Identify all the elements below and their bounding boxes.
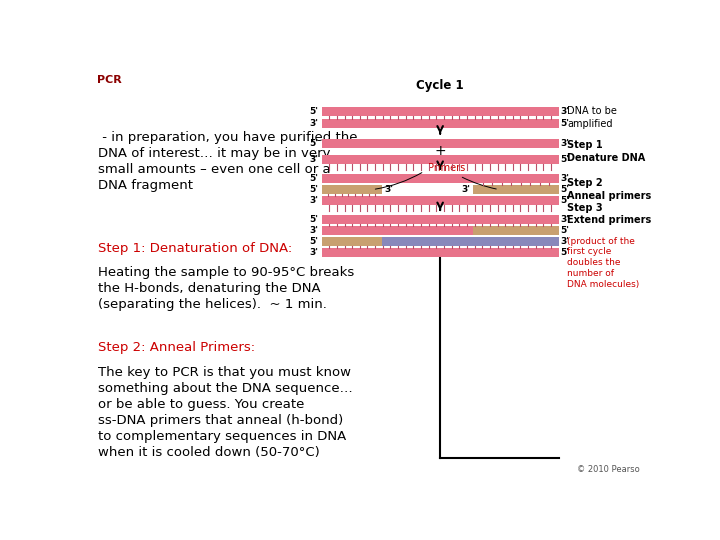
Text: Step 2: Anneal Primers:: Step 2: Anneal Primers: (99, 341, 256, 354)
Text: 3': 3' (309, 154, 318, 164)
Text: 5': 5' (561, 154, 570, 164)
Text: 3': 3' (309, 248, 318, 257)
Bar (382, 237, 559, 246)
Text: PCR: PCR (96, 75, 122, 85)
Text: Step 3
Extend primers: Step 3 Extend primers (567, 203, 652, 225)
Text: 5': 5' (309, 237, 318, 246)
Text: 5': 5' (309, 139, 318, 148)
Text: 3': 3' (461, 185, 470, 194)
Text: 5': 5' (309, 107, 318, 116)
Bar (322, 226, 473, 235)
Bar (322, 248, 559, 257)
Text: 5': 5' (561, 119, 570, 129)
Text: DNA to be
amplified: DNA to be amplified (567, 106, 617, 129)
Text: 3': 3' (561, 174, 570, 183)
Text: 3': 3' (309, 119, 318, 129)
Bar (322, 237, 382, 246)
Bar (322, 154, 559, 164)
Text: 3': 3' (384, 185, 393, 194)
Text: - in preparation, you have purified the
DNA of interest… it may be in very
small: - in preparation, you have purified the … (99, 131, 358, 192)
Text: 5': 5' (309, 174, 318, 183)
Text: 3': 3' (309, 226, 318, 235)
Text: Cycle 1: Cycle 1 (416, 79, 464, 92)
Bar (322, 107, 559, 116)
Bar (473, 185, 559, 194)
Text: © 2010 Pearso: © 2010 Pearso (577, 465, 639, 474)
Bar (322, 139, 559, 148)
Text: The key to PCR is that you must know
something about the DNA sequence…
or be abl: The key to PCR is that you must know som… (99, 366, 353, 459)
Text: 5': 5' (561, 185, 570, 194)
Text: 5': 5' (561, 196, 570, 205)
Bar (322, 215, 559, 225)
Text: Step 1
Denature DNA: Step 1 Denature DNA (567, 140, 645, 163)
Bar (322, 174, 559, 183)
Text: 5': 5' (561, 248, 570, 257)
Text: 3': 3' (561, 107, 570, 116)
Bar (322, 196, 559, 205)
Text: 3': 3' (309, 196, 318, 205)
Text: Primers: Primers (428, 163, 496, 189)
Text: (product of the
first cycle
doubles the
number of
DNA molecules): (product of the first cycle doubles the … (567, 237, 639, 288)
Text: Step 1: Denaturation of DNA:: Step 1: Denaturation of DNA: (99, 241, 292, 254)
Text: 5': 5' (309, 215, 318, 225)
Text: 5': 5' (561, 226, 570, 235)
Text: Heating the sample to 90-95°C breaks
the H-bonds, denaturing the DNA
(separating: Heating the sample to 90-95°C breaks the… (99, 266, 355, 312)
Bar (322, 185, 382, 194)
Text: 3': 3' (561, 139, 570, 148)
Bar (322, 119, 559, 129)
Text: Step 2
Anneal primers: Step 2 Anneal primers (567, 178, 652, 201)
Text: 5': 5' (309, 185, 318, 194)
Bar (473, 226, 559, 235)
Text: +: + (434, 145, 446, 159)
Text: 3': 3' (561, 237, 570, 246)
Text: 3': 3' (561, 215, 570, 225)
